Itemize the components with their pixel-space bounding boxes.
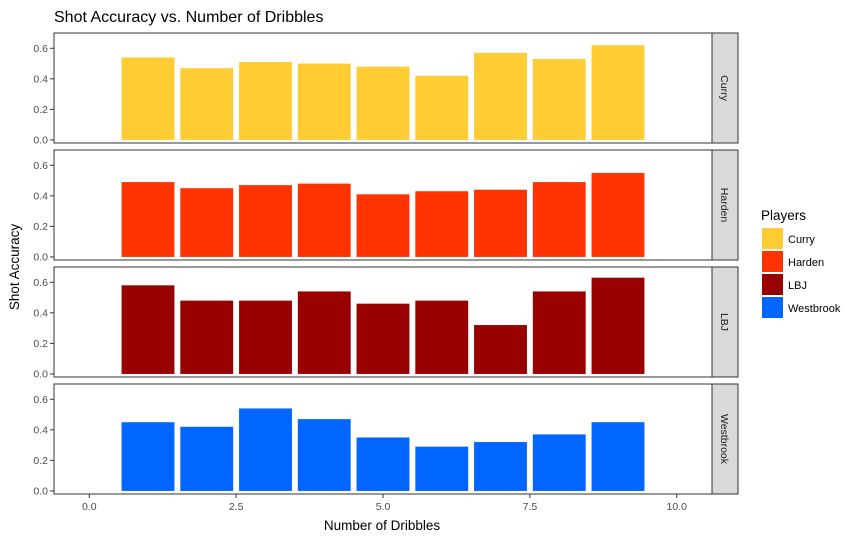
bar: [121, 182, 175, 257]
facet-panels: 0.00.20.40.6Curry0.00.20.40.6Harden0.00.…: [33, 32, 739, 497]
panel-lbj: 0.0 0.2 0.4 0.6 LBJ: [33, 266, 739, 380]
facet-strip-label: Westbrook: [718, 414, 730, 465]
y-tick-label: 0.6: [33, 43, 48, 55]
bar: [415, 191, 469, 257]
bar: [532, 291, 586, 374]
y-tick-label: 0.0: [33, 368, 48, 380]
facet-strip-label: LBJ: [718, 313, 730, 331]
bar: [297, 63, 351, 140]
y-axis-title: Shot Accuracy: [7, 224, 22, 311]
facet-strip-label: Curry: [718, 75, 730, 101]
legend-key-curry: [762, 228, 783, 249]
bar: [532, 182, 586, 257]
y-tick-label: 0.6: [33, 277, 48, 289]
bar: [415, 75, 469, 140]
bar: [239, 300, 292, 374]
y-tick-label: 0.2: [33, 104, 48, 116]
bar: [591, 277, 645, 374]
panel-curry: 0.0 0.2 0.4 0.6 Curry: [33, 32, 739, 146]
bar: [297, 419, 351, 491]
bar: [474, 442, 527, 491]
panel-harden: 0.0 0.2 0.4 0.6 Harden: [33, 149, 739, 263]
bar: [239, 185, 292, 257]
legend-title: Players: [761, 208, 806, 223]
legend-label: Westbrook: [788, 303, 841, 315]
bar: [532, 434, 586, 491]
bar: [356, 66, 410, 140]
facet-strip: [711, 383, 739, 495]
legend-key-lbj: [762, 274, 783, 295]
y-tick-label: 0.0: [33, 251, 48, 263]
bar: [356, 303, 410, 374]
legend-key-harden: [762, 251, 783, 272]
x-tick-label: 10.0: [667, 501, 688, 513]
bar: [591, 422, 645, 491]
panel-westbrook: 0.0 0.2 0.4 0.6 Westbrook: [33, 383, 739, 497]
x-tick-label: 5.0: [376, 501, 391, 513]
bar: [415, 300, 469, 374]
x-tick-label: 7.5: [523, 501, 538, 513]
legend-label: Harden: [788, 257, 824, 269]
y-tick-label: 0.4: [33, 73, 48, 85]
bar: [121, 57, 175, 140]
x-tick-label: 0.0: [82, 501, 97, 513]
bar: [474, 52, 527, 140]
y-tick-label: 0.0: [33, 485, 48, 497]
y-tick-label: 0.4: [33, 424, 48, 436]
legend-label: LBJ: [788, 280, 807, 292]
y-tick-label: 0.2: [33, 221, 48, 233]
x-axis-title: Number of Dribbles: [324, 518, 441, 533]
bar: [121, 285, 175, 374]
legend: Players Curry Harden LBJ Westbrook: [761, 208, 841, 318]
bar: [474, 325, 527, 374]
y-tick-label: 0.2: [33, 338, 48, 350]
y-tick-label: 0.6: [33, 160, 48, 172]
legend-label: Curry: [788, 234, 815, 246]
y-tick-label: 0.0: [33, 134, 48, 146]
bar: [180, 426, 234, 491]
bar: [239, 62, 292, 140]
x-axis: 0.0 2.5 5.0 7.5 10.0: [82, 494, 687, 513]
facet-strip: [711, 149, 739, 261]
y-tick-label: 0.6: [33, 394, 48, 406]
x-tick-label: 2.5: [229, 501, 244, 513]
chart-title: Shot Accuracy vs. Number of Dribbles: [54, 9, 323, 26]
bar: [356, 437, 410, 491]
y-tick-label: 0.2: [33, 455, 48, 467]
bar: [121, 422, 175, 491]
facet-strip: [711, 32, 739, 144]
y-tick-label: 0.4: [33, 307, 48, 319]
bar: [356, 194, 410, 257]
legend-key-westbrook: [762, 297, 783, 318]
bar: [180, 68, 234, 140]
bar: [591, 45, 645, 140]
y-tick-label: 0.4: [33, 190, 48, 202]
bar: [532, 58, 586, 140]
bar: [415, 446, 469, 491]
facet-strip-label: Harden: [718, 188, 730, 223]
bar: [297, 183, 351, 257]
bar: [474, 189, 527, 257]
bar: [591, 172, 645, 257]
facet-strip: [711, 266, 739, 378]
bar: [180, 188, 234, 257]
bar: [297, 291, 351, 374]
bar: [239, 408, 292, 491]
bar: [180, 300, 234, 374]
